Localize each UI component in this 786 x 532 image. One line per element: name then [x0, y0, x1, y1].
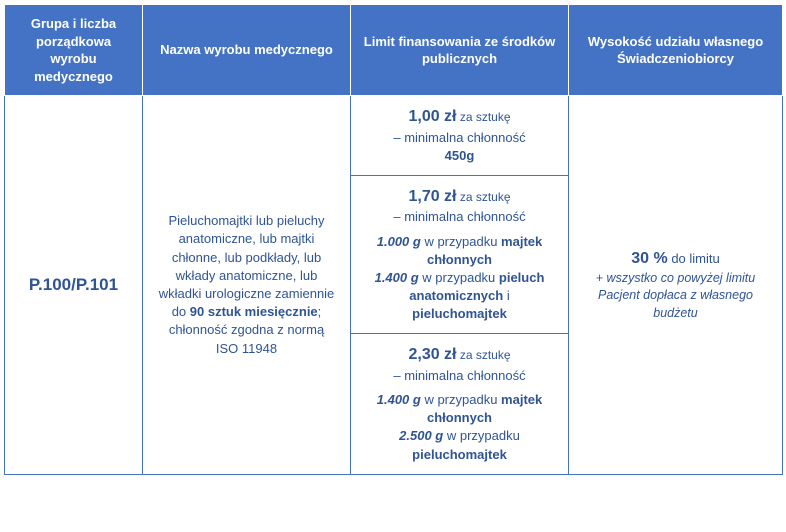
g2-bold2-2: pieluchomajtek — [412, 306, 507, 321]
spec-1: 450g — [363, 147, 556, 165]
g2-val-3: 2.500 g — [399, 428, 443, 443]
g1-val-3: 1.400 g — [377, 392, 421, 407]
limit-row-2: 1,70 zł za sztukę – minimalna chłonność … — [351, 176, 568, 335]
g1-txt-2: w przypadku — [421, 234, 501, 249]
g1-txt-3: w przypadku — [421, 392, 501, 407]
share-percent-txt: do limitu — [668, 251, 720, 266]
share-additional: + wszystko co powyżej limitu Pacjent dop… — [577, 270, 774, 323]
g2-txt-2: w przypadku — [419, 270, 499, 285]
g2-txt-3: w przypadku — [443, 428, 520, 443]
per-1: za sztukę — [457, 110, 511, 124]
limit-row-1: 1,00 zł za sztukę – minimalna chłonność … — [351, 96, 568, 176]
cell-description: Pieluchomajtki lub pieluchy anatomiczne,… — [143, 96, 351, 475]
desc-part-b: 90 sztuk miesięcznie — [190, 304, 318, 319]
header-row: Grupa i liczba porządkowa wyrobu medyczn… — [5, 5, 783, 96]
per-3: za sztukę — [457, 348, 511, 362]
per-2: za sztukę — [457, 190, 511, 204]
minline-3: – minimalna chłonność — [363, 367, 556, 385]
minline-2: – minimalna chłonność — [363, 208, 556, 226]
header-share: Wysokość udziału własnego Świadczeniobio… — [569, 5, 783, 96]
g2-mid-2: i — [503, 288, 510, 303]
minline-1: – minimalna chłonność — [363, 129, 556, 147]
g1-val-2: 1.000 g — [377, 234, 421, 249]
cell-share: 30 % do limitu + wszystko co powyżej lim… — [569, 96, 783, 475]
price-2: 1,70 zł — [408, 188, 456, 205]
reimbursement-table: Grupa i liczba porządkowa wyrobu medyczn… — [4, 4, 783, 475]
price-1: 1,00 zł — [408, 108, 456, 125]
data-row: P.100/P.101 Pieluchomajtki lub pieluchy … — [5, 96, 783, 475]
header-group: Grupa i liczba porządkowa wyrobu medyczn… — [5, 5, 143, 96]
product-code: P.100/P.101 — [29, 275, 118, 294]
share-percent: 30 % — [631, 250, 667, 267]
cell-code: P.100/P.101 — [5, 96, 143, 475]
g2-bold-3: pieluchomajtek — [412, 447, 507, 462]
limit-row-3: 2,30 zł za sztukę – minimalna chłonność … — [351, 334, 568, 473]
price-3: 2,30 zł — [408, 346, 456, 363]
header-limit: Limit finansowania ze środków publicznyc… — [351, 5, 569, 96]
header-name: Nazwa wyrobu medycznego — [143, 5, 351, 96]
cell-limits: 1,00 zł za sztukę – minimalna chłonność … — [351, 96, 569, 475]
g2-val-2: 1.400 g — [375, 270, 419, 285]
